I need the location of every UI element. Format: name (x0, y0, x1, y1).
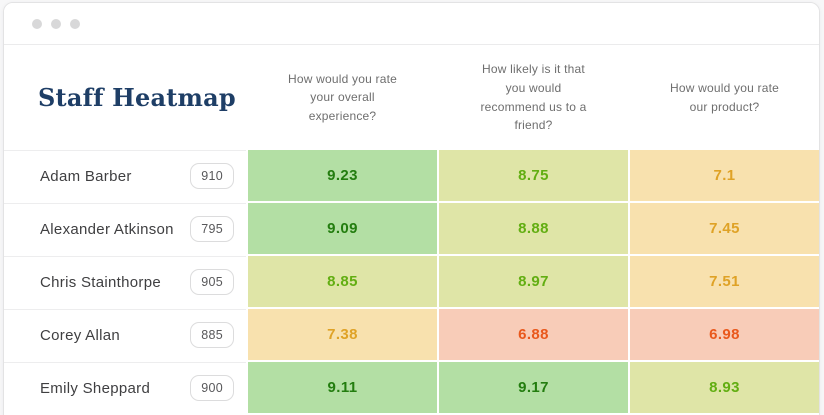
table-row-name-cell: Adam Barber 910 (4, 150, 246, 201)
column-header-question-3: How would you rate our product? (670, 80, 779, 114)
app-window: Staff Heatmap How would you rate your ov… (3, 2, 820, 415)
column-header-question-1: How would you rate your overall experien… (288, 71, 397, 123)
response-count-badge: 885 (190, 322, 234, 348)
window-control-dot-icon[interactable] (51, 18, 61, 29)
score-cell: 8.93 (630, 362, 819, 413)
score-cell: 9.09 (248, 203, 437, 254)
staff-name: Alexander Atkinson (40, 220, 174, 238)
page-title: Staff Heatmap (38, 83, 236, 112)
table-row-name-cell: Corey Allan 885 (4, 309, 246, 360)
score-cell: 8.75 (439, 150, 628, 201)
response-count-badge: 910 (190, 163, 234, 189)
score-cell: 8.85 (248, 256, 437, 307)
score-cell: 6.98 (630, 309, 819, 360)
window-control-dot-icon[interactable] (70, 18, 80, 29)
browser-bar (4, 3, 819, 45)
score-cell: 9.11 (248, 362, 437, 413)
score-cell: 7.45 (630, 203, 819, 254)
score-cell: 7.1 (630, 150, 819, 201)
heatmap-header: Staff Heatmap How would you rate your ov… (4, 45, 819, 150)
response-count-badge: 905 (190, 269, 234, 295)
score-cell: 9.23 (248, 150, 437, 201)
score-cell: 8.97 (439, 256, 628, 307)
score-cell: 7.38 (248, 309, 437, 360)
title-cell: Staff Heatmap (4, 83, 246, 112)
heatmap-body: Adam Barber 910 9.23 8.75 7.1 Alexander Atkin… (4, 150, 819, 413)
staff-name: Corey Allan (40, 326, 121, 344)
staff-name: Adam Barber (40, 167, 132, 185)
window-controls (32, 18, 80, 29)
score-cell: 9.17 (439, 362, 628, 413)
column-header-question-2: How likely is it that you would recommen… (480, 62, 587, 133)
table-row-name-cell: Chris Stainthorpe 905 (4, 256, 246, 307)
staff-name: Chris Stainthorpe (40, 273, 161, 291)
staff-name: Emily Sheppard (40, 379, 151, 397)
score-cell: 7.51 (630, 256, 819, 307)
response-count-badge: 795 (190, 216, 234, 242)
window-control-dot-icon[interactable] (32, 18, 42, 29)
table-row-name-cell: Emily Sheppard 900 (4, 362, 246, 413)
score-cell: 6.88 (439, 309, 628, 360)
response-count-badge: 900 (190, 375, 234, 401)
score-cell: 8.88 (439, 203, 628, 254)
table-row-name-cell: Alexander Atkinson 795 (4, 203, 246, 254)
